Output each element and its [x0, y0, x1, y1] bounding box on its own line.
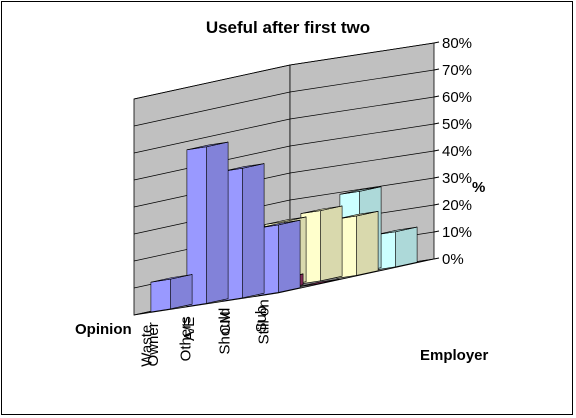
- z-tick-mark: [433, 230, 440, 233]
- x-tick-label: Sub: [253, 306, 270, 333]
- gridline: [133, 96, 435, 154]
- bar-still-on: [375, 226, 418, 271]
- x-tick-label: Owner: [145, 322, 162, 366]
- bar-should: [336, 210, 379, 279]
- bar-top: [339, 186, 382, 195]
- bar-waste: [186, 141, 229, 307]
- bar-top: [336, 211, 379, 220]
- z-axis-title: %: [472, 179, 485, 196]
- bar-top: [258, 219, 301, 229]
- z-tick-label: 10%: [442, 224, 472, 241]
- bar-top: [375, 226, 418, 235]
- bar-top: [222, 163, 265, 172]
- bar-front: [150, 278, 171, 313]
- bar-side: [170, 274, 193, 310]
- z-tick-mark: [433, 41, 440, 44]
- bar-waste: [222, 163, 265, 302]
- bar-top: [186, 141, 229, 151]
- x-tick-label: CM: [217, 311, 234, 334]
- gridline: [133, 150, 435, 208]
- bar-others: [297, 278, 340, 288]
- bar-side: [242, 163, 265, 299]
- z-tick-mark: [433, 149, 440, 152]
- chart-bars: [150, 141, 418, 313]
- bar-top: [300, 205, 343, 214]
- z-tick-mark: [433, 203, 440, 206]
- x-axis-title: Employer: [420, 347, 489, 364]
- z-tick-mark: [433, 257, 440, 260]
- z-tick-label: 20%: [442, 197, 472, 214]
- x-tick-label: A/E: [181, 317, 198, 341]
- bar-side: [395, 226, 418, 268]
- y-tick-label: Still on: [256, 299, 273, 344]
- z-tick-mark: [433, 68, 440, 71]
- y-tick-label: Waste: [139, 325, 156, 367]
- bar-waste: [258, 219, 301, 296]
- bar-side: [320, 205, 343, 282]
- z-tick-label: 40%: [442, 143, 472, 160]
- bar-side: [206, 141, 229, 304]
- bar-side: [278, 219, 301, 293]
- z-tick-label: 80%: [442, 35, 472, 52]
- z-tick-label: 70%: [442, 62, 472, 79]
- y-tick-label: Should: [217, 308, 234, 355]
- bar-should: [300, 205, 343, 285]
- bar-top: [150, 274, 193, 283]
- gridline: [133, 177, 435, 235]
- gridline: [133, 123, 435, 181]
- y-tick-label: Others: [178, 316, 195, 361]
- z-tick-label: 50%: [442, 116, 472, 133]
- gridline: [133, 69, 435, 127]
- z-tick-mark: [433, 176, 440, 179]
- gridline: [133, 42, 435, 100]
- chart-title: Useful after first two: [206, 18, 370, 37]
- z-tick-mark: [433, 95, 440, 98]
- z-axis-ticks: 0% 10% 20% 30% 40% 50% 60% 70% 80%: [433, 35, 472, 268]
- bar-base: [297, 278, 340, 288]
- z-tick-label: 60%: [442, 89, 472, 106]
- bar-waste: [150, 274, 193, 313]
- bar-side: [356, 210, 379, 276]
- z-tick-label: 30%: [442, 170, 472, 187]
- bar-top: [264, 216, 307, 225]
- z-tick-mark: [433, 122, 440, 125]
- z-tick-label: 0%: [442, 251, 464, 268]
- y-axis-title: Opinion: [75, 321, 132, 338]
